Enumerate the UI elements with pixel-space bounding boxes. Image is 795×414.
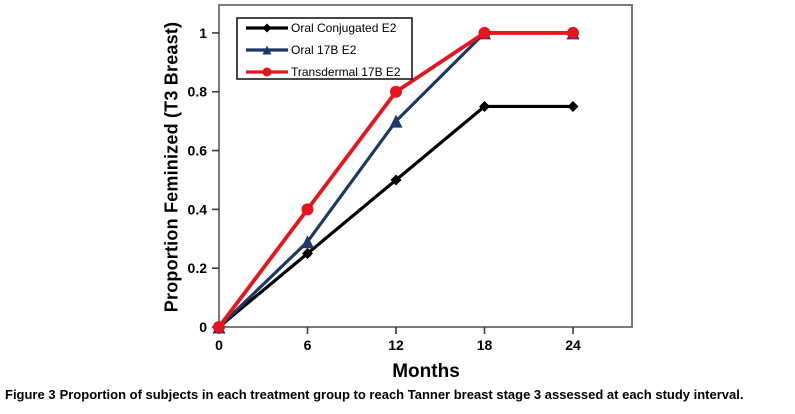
data-point-circle xyxy=(301,203,314,216)
y-tick-label: 0 xyxy=(199,319,207,335)
data-point-circle xyxy=(213,321,225,333)
data-point-triangle xyxy=(389,114,403,128)
figure-caption: Figure 3 Proportion of subjects in each t… xyxy=(5,387,791,403)
legend-label: Oral 17B E2 xyxy=(291,43,357,57)
legend-label: Oral Conjugated E2 xyxy=(291,21,397,35)
figure-caption-label: Figure 3 xyxy=(5,387,56,402)
x-axis: 0 6 12 18 24 xyxy=(215,327,581,353)
legend-item: Oral Conjugated E2 xyxy=(246,21,397,35)
x-tick-label: 18 xyxy=(477,337,493,353)
legend: Oral Conjugated E2 Oral 17B E2 Transdermal… xyxy=(236,17,413,80)
legend-item: Transdermal 17B E2 xyxy=(246,65,401,79)
x-tick-label: 12 xyxy=(388,337,404,353)
x-tick-label: 6 xyxy=(304,337,312,353)
data-point-circle xyxy=(478,26,491,39)
data-point-diamond xyxy=(390,174,402,186)
y-tick-label: 0.6 xyxy=(188,143,208,159)
data-point-circle xyxy=(262,67,272,77)
x-tick-label: 24 xyxy=(565,337,581,353)
data-point-diamond xyxy=(302,247,313,259)
y-axis: 0 0.2 0.4 0.6 0.8 1 xyxy=(188,25,219,335)
y-axis-title: Proportion Feminized (T3 Breast) xyxy=(161,21,182,313)
data-point-circle xyxy=(390,85,402,98)
y-tick-label: 0.2 xyxy=(188,260,208,276)
x-tick-label: 0 xyxy=(215,337,223,353)
data-point-triangle xyxy=(301,235,314,249)
legend-item: Oral 17B E2 xyxy=(246,43,357,57)
data-point-triangle xyxy=(262,45,272,55)
figure-caption-text: Proportion of subjects in each treatment… xyxy=(59,387,744,402)
x-axis-title: Months xyxy=(392,361,460,382)
series-transdermal-17b-e2 xyxy=(213,26,579,333)
data-point-circle xyxy=(567,26,579,39)
data-point-diamond xyxy=(567,100,579,112)
data-point-diamond xyxy=(479,100,490,112)
y-tick-label: 0.4 xyxy=(188,201,208,217)
y-tick-label: 0.8 xyxy=(188,84,208,100)
data-point-diamond xyxy=(262,23,272,33)
legend-label: Transdermal 17B E2 xyxy=(291,65,401,79)
y-tick-label: 1 xyxy=(199,25,207,41)
